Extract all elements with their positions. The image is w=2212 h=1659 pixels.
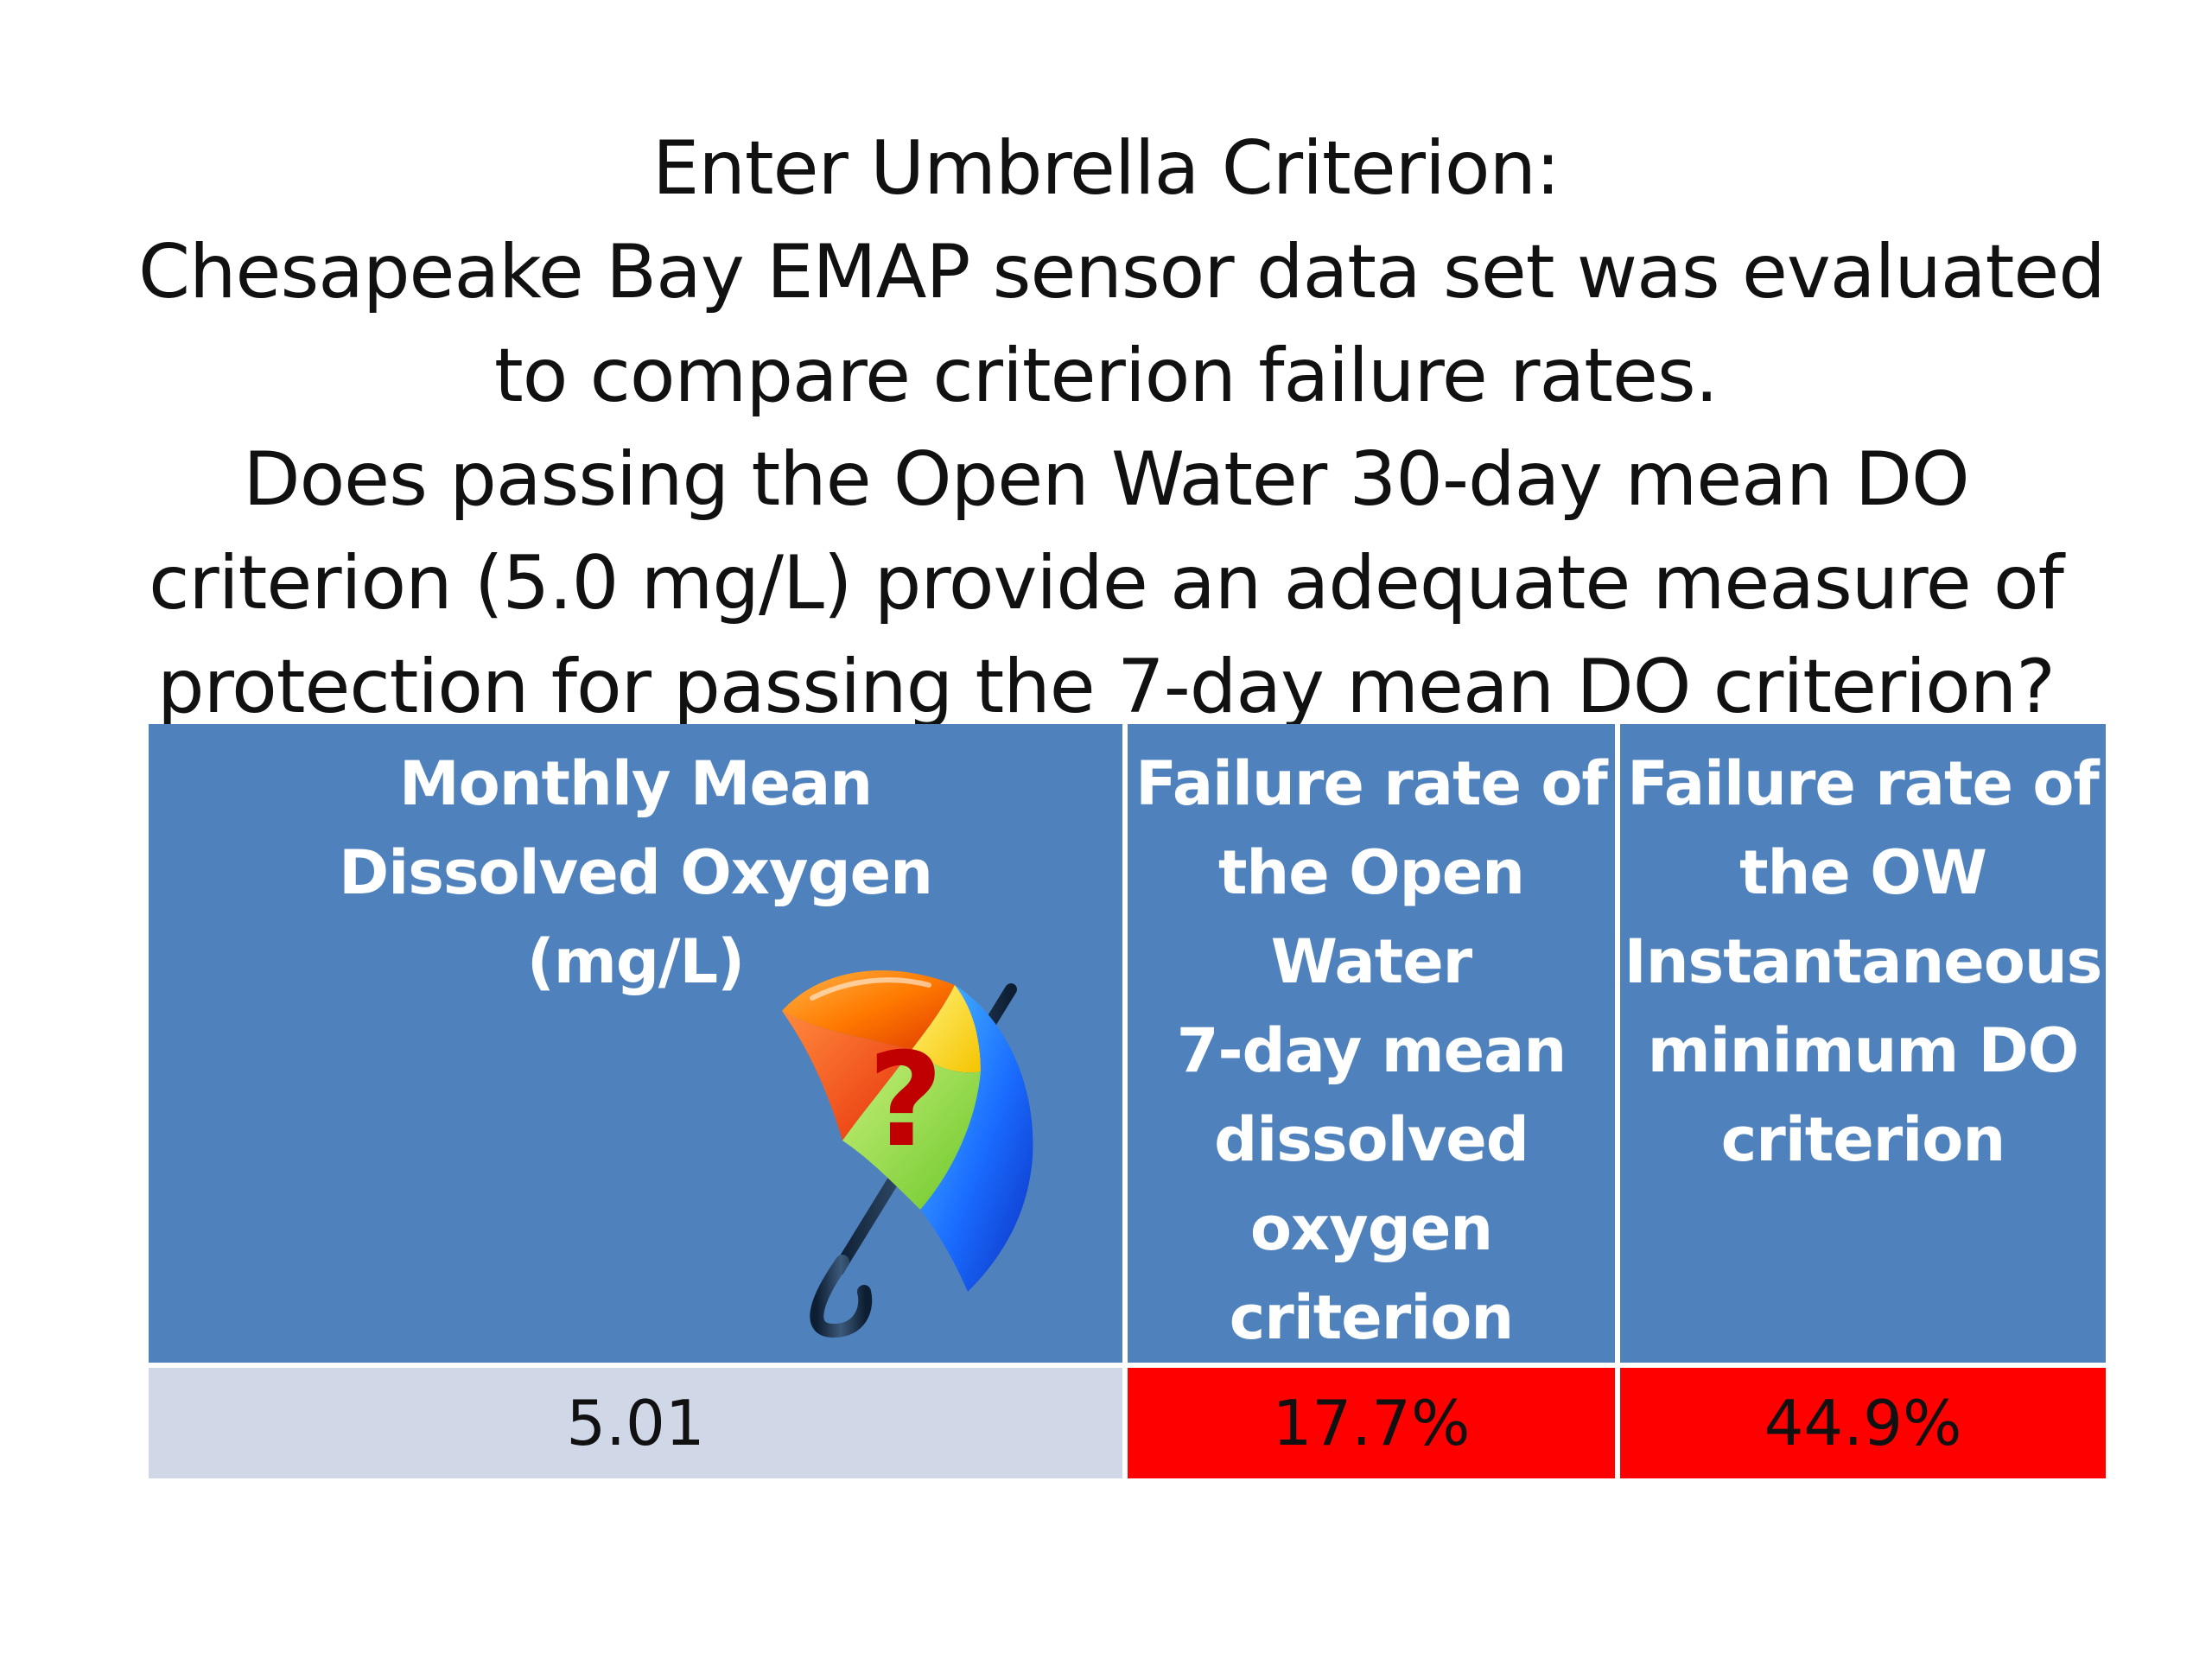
slide-title: Enter Umbrella Criterion: Chesapeake Bay… xyxy=(138,117,2106,739)
title-line: to compare criterion failure rates. xyxy=(493,333,1719,419)
title-line: Chesapeake Bay EMAP sensor data set was … xyxy=(138,229,2106,315)
monthly-mean-value: 5.01 xyxy=(149,1368,1122,1478)
question-mark: ? xyxy=(868,1026,943,1176)
criteria-table: Monthly Mean Dissolved Oxygen (mg/L) Fai… xyxy=(143,719,2111,1484)
header-7day-failure-rate: Failure rate of the Open Water 7-day mea… xyxy=(1128,724,1615,1363)
title-line: criterion (5.0 mg/L) provide an adequate… xyxy=(149,540,2064,626)
header-instantaneous-failure-rate: Failure rate of the OW Instantaneous min… xyxy=(1620,724,2106,1363)
title-line: Does passing the Open Water 30-day mean … xyxy=(243,436,1969,523)
title-line: protection for passing the 7-day mean DO… xyxy=(157,644,2056,730)
instantaneous-failure-value: 44.9% xyxy=(1620,1368,2106,1478)
table-header-row: Monthly Mean Dissolved Oxygen (mg/L) Fai… xyxy=(149,724,2106,1363)
seven-day-failure-value: 17.7% xyxy=(1128,1368,1615,1478)
title-line: Enter Umbrella Criterion: xyxy=(652,125,1560,212)
umbrella-question-icon: ? xyxy=(782,970,1033,1338)
table-row: 5.01 17.7% 44.9% xyxy=(149,1368,2106,1478)
